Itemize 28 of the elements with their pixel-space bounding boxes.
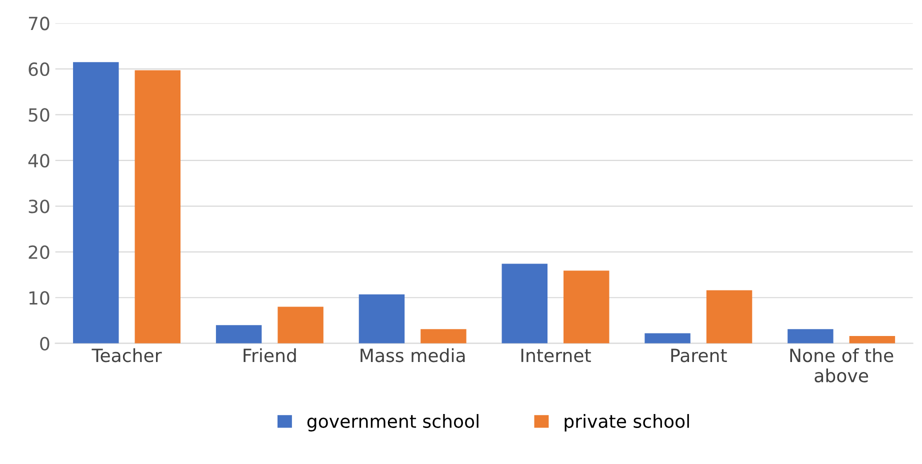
bar	[216, 325, 262, 344]
bar	[564, 270, 610, 344]
bar	[502, 264, 548, 344]
bar	[73, 62, 119, 344]
y-tick-label: 60	[28, 62, 50, 76]
bar	[358, 294, 405, 344]
x-tick-label: Internet	[521, 348, 591, 362]
bar	[706, 290, 752, 344]
x-tick-label: Teacher	[92, 348, 162, 362]
x-tick-label: Mass media	[360, 348, 465, 362]
x-tick-label: Friend	[244, 348, 296, 362]
y-tick-label: 50	[28, 108, 50, 122]
y-tick-label: 10	[29, 291, 50, 305]
x-tick-label: Parent	[671, 348, 727, 362]
y-tick-label: 20	[28, 245, 50, 259]
x-tick-label: None of the above	[790, 348, 894, 382]
bar	[644, 333, 690, 344]
bar	[134, 70, 181, 344]
y-tick-label: 0	[40, 336, 50, 350]
y-tick-label: 40	[28, 154, 50, 168]
bar	[420, 329, 466, 344]
legend-label: government school	[307, 414, 478, 432]
bar	[849, 336, 896, 344]
bar	[278, 306, 324, 344]
legend-label: private school	[564, 414, 689, 432]
bar	[788, 329, 834, 344]
y-tick-label: 30	[28, 200, 50, 214]
y-tick-label: 70	[28, 16, 50, 30]
